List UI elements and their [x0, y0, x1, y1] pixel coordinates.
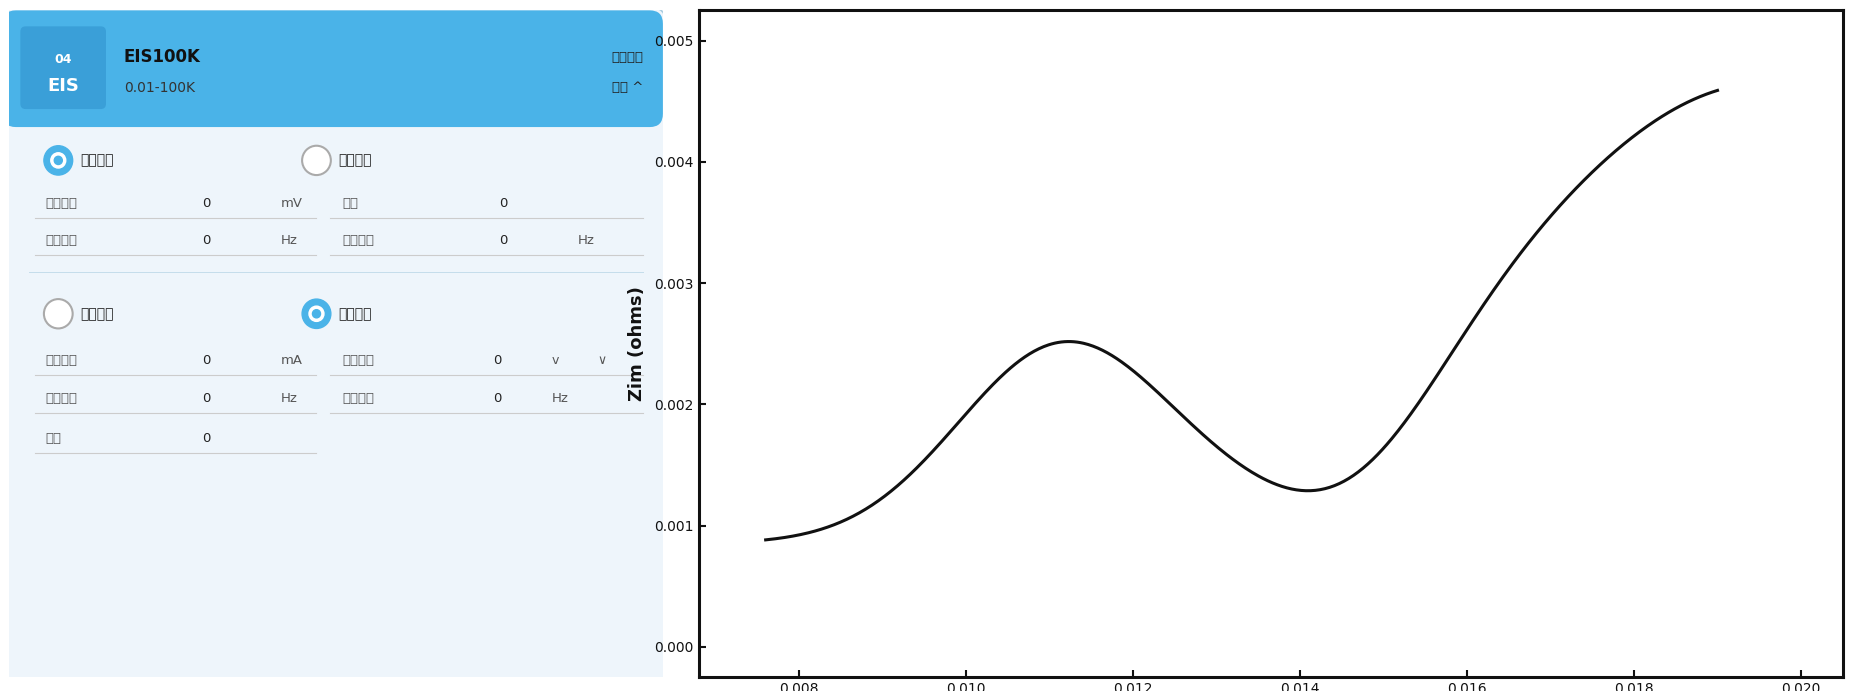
Text: 电流扰动: 电流扰动 [339, 307, 372, 321]
Text: 0: 0 [493, 392, 502, 405]
Text: 04: 04 [56, 53, 72, 66]
Text: 电流扰动: 电流扰动 [611, 50, 643, 64]
Text: Hz: Hz [578, 234, 594, 247]
Text: 0.01-100K: 0.01-100K [124, 81, 194, 95]
Circle shape [302, 146, 332, 175]
Text: Hz: Hz [280, 392, 298, 405]
Text: mV: mV [280, 197, 302, 210]
Circle shape [44, 299, 72, 328]
Text: 点数: 点数 [343, 197, 359, 210]
Text: mA: mA [280, 354, 302, 367]
Text: 0: 0 [202, 392, 211, 405]
Text: 电压档位: 电压档位 [343, 354, 374, 367]
Circle shape [313, 310, 320, 318]
Y-axis label: Zim (ohms): Zim (ohms) [628, 286, 646, 401]
Text: 点数: 点数 [44, 432, 61, 445]
Text: 0: 0 [202, 197, 211, 210]
FancyBboxPatch shape [0, 7, 667, 687]
Text: 0: 0 [500, 197, 507, 210]
Circle shape [44, 146, 72, 175]
Text: 起始频率: 起始频率 [44, 234, 78, 247]
Text: 截止频率: 截止频率 [343, 234, 374, 247]
Text: 电压扰动: 电压扰动 [80, 153, 113, 167]
Text: 收起 ^: 收起 ^ [611, 82, 643, 94]
Circle shape [50, 153, 67, 168]
Text: v: v [552, 354, 559, 367]
Text: 起始频率: 起始频率 [44, 392, 78, 405]
Text: 电压振幅: 电压振幅 [44, 197, 78, 210]
Text: ∨: ∨ [598, 354, 607, 367]
Text: Hz: Hz [280, 234, 298, 247]
Text: EIS100K: EIS100K [124, 48, 200, 66]
Text: 0: 0 [493, 354, 502, 367]
Text: 电压扰动: 电压扰动 [80, 307, 113, 321]
FancyBboxPatch shape [20, 26, 106, 109]
Text: Hz: Hz [552, 392, 569, 405]
Circle shape [309, 306, 324, 321]
Text: EIS: EIS [48, 77, 80, 95]
Text: 0: 0 [202, 432, 211, 445]
Text: 0: 0 [500, 234, 507, 247]
Circle shape [302, 299, 332, 328]
Text: 截止频率: 截止频率 [343, 392, 374, 405]
Text: 0: 0 [202, 354, 211, 367]
FancyBboxPatch shape [2, 10, 663, 127]
Text: 电流扰动: 电流扰动 [339, 153, 372, 167]
Text: 0: 0 [202, 234, 211, 247]
Text: 电流振幅: 电流振幅 [44, 354, 78, 367]
Circle shape [54, 156, 63, 164]
